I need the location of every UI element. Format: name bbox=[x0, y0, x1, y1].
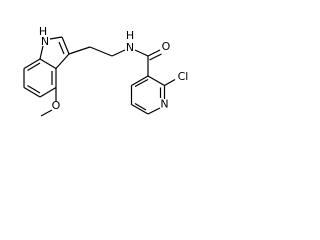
atom-label: H bbox=[39, 25, 47, 38]
bonds bbox=[23, 36, 176, 117]
atom-label: O bbox=[52, 99, 61, 112]
atom-label: N bbox=[41, 35, 49, 48]
atom-label: O bbox=[162, 40, 171, 53]
atom-label: H bbox=[126, 29, 134, 42]
molecule-diagram: H N H N O Cl N O bbox=[23, 25, 189, 117]
atom-label: Cl bbox=[178, 70, 189, 83]
atom-label: N bbox=[160, 98, 168, 111]
atom-label: N bbox=[126, 41, 134, 54]
